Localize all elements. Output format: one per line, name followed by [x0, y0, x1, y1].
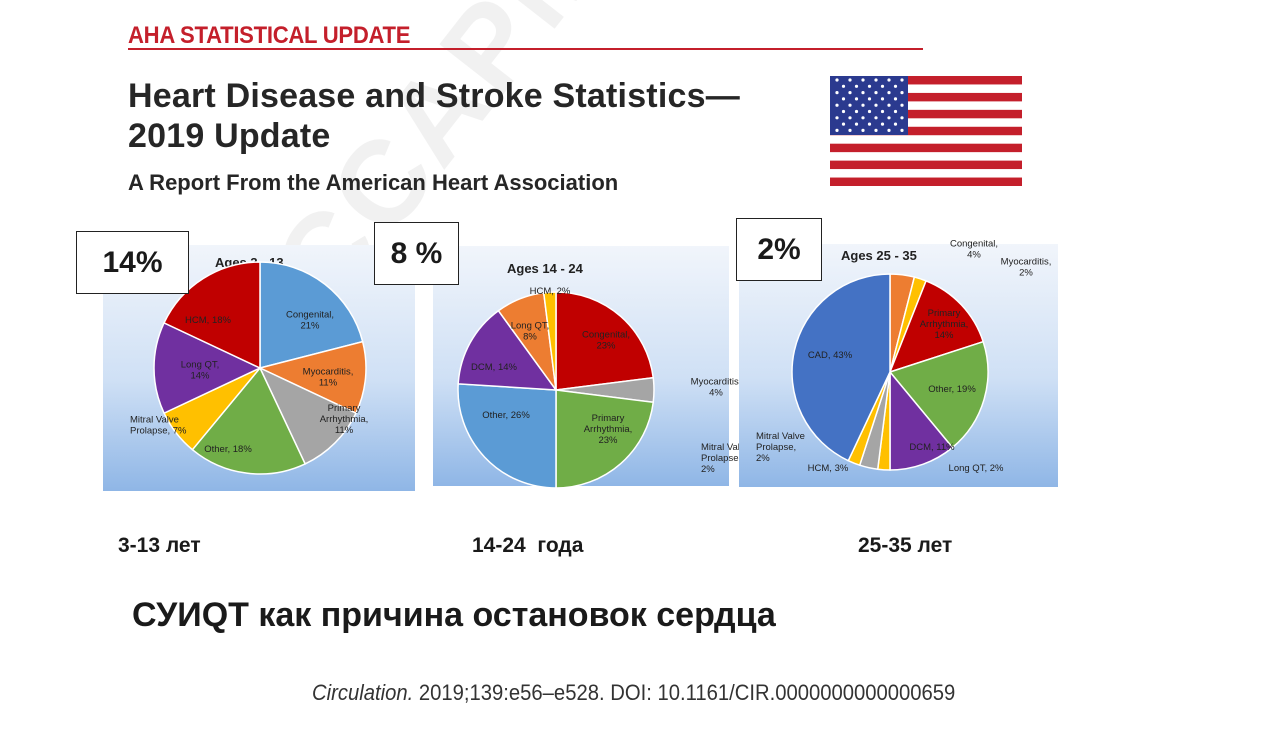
slice-label: Myocarditis, 11%: [303, 367, 354, 389]
slice-label: HCM, 3%: [808, 463, 849, 474]
slice-label: Congenital, 21%: [286, 310, 334, 332]
slice-label: DCM, 11%: [909, 442, 955, 453]
report-type-header: AHA STATISTICAL UPDATE: [128, 22, 411, 49]
slice-label: Primary Arrhythmia, 14%: [920, 308, 969, 341]
slice-label: Congenital, 4%: [950, 239, 998, 261]
title-line-1: Heart Disease and Stroke Statistics—: [128, 77, 740, 115]
pie-slice: [191, 366, 307, 475]
title-line-2: 2019 Update: [128, 117, 331, 155]
slide-main-text: СУИQT как причина остановок сердца: [132, 596, 776, 634]
slice-label: CAD, 43%: [808, 350, 853, 361]
caption-ages-3-13: 3-13 лет: [118, 534, 201, 557]
pie-slice: [555, 291, 655, 391]
us-flag-icon: [830, 76, 1022, 186]
slice-label: Mitral Valve Prolapse, 2%: [756, 431, 805, 464]
report-title: Heart Disease and Stroke Statistics— 201…: [128, 76, 740, 156]
pie-slice: [153, 321, 262, 415]
slice-label: HCM, 18%: [185, 315, 231, 326]
pie-slice: [889, 369, 954, 471]
badge-ages-25-35: 2%: [736, 218, 822, 281]
pie-slice: [555, 389, 655, 489]
slice-label: Long QT, 2%: [949, 463, 1004, 474]
slice-label: HCM, 2%: [530, 286, 571, 297]
badge-ages-3-13: 14%: [76, 231, 189, 294]
pie-slice: [457, 309, 558, 391]
slice-label: Other, 18%: [204, 444, 252, 455]
extra-slice-label: Mitral Valve Prolapse, 2%: [701, 442, 750, 475]
caption-ages-25-35: 25-35 лет: [858, 534, 953, 557]
chart-title: Ages 25 - 35: [841, 248, 917, 263]
pie-svg: Ages 14 - 24 Congenital, 23% Myocarditis, 4%…: [457, 261, 750, 489]
badge-ages-14-24: 8 %: [374, 222, 459, 285]
pie-slice: [791, 273, 891, 462]
citation: Circulation. 2019;139:e56–e528. DOI: 10.…: [312, 680, 955, 706]
pie-slice: [257, 340, 367, 415]
pie-slice: [542, 291, 557, 391]
header-rule: [128, 48, 923, 50]
report-subtitle: A Report From the American Heart Associa…: [128, 170, 619, 195]
pie-slice: [259, 261, 364, 369]
pie-slice: [163, 261, 261, 370]
slice-label: Other, 19%: [928, 384, 976, 395]
pie-slice: [888, 340, 989, 449]
slice-label: DCM, 14%: [471, 362, 517, 373]
pie-svg: Ages 25 - 35 Congenital, 4%Myocarditis, 2% P…: [756, 239, 1052, 475]
pie-chart-ages-14-24: Ages 14 - 24 Congenital, 23% Myocarditis, 4%…: [433, 246, 750, 489]
pie-svg: Ages 3 - 13Congenital,21%Myocarditis,11%…: [130, 255, 369, 475]
caption-ages-14-24: 14-24 года: [472, 534, 584, 557]
slice-label: Myocarditis, 4%: [691, 377, 742, 399]
pie-chart-ages-25-35: Ages 25 - 35 Congenital, 4% Myocarditis, 2% P…: [739, 239, 1058, 487]
slice-label: Long QT, 8%: [511, 321, 550, 343]
slice-label: Myocarditis, 2%: [1001, 257, 1052, 279]
pie-slice: [258, 366, 357, 465]
slice-label: Mitral Valve Prolapse, 7%: [130, 415, 187, 437]
slice-label: Primary Arrhythmia, 23%: [584, 413, 633, 446]
slice-label: Congenital, 23%: [582, 330, 630, 352]
slice-label: Primary Arrhythmia, 11%: [320, 403, 369, 436]
chart-title: Ages 14 - 24: [507, 261, 584, 276]
citation-details: 2019;139:e56–e528. DOI: 10.1161/CIR.0000…: [413, 680, 956, 705]
pie-slice: [457, 383, 557, 489]
citation-journal: Circulation.: [312, 680, 414, 705]
slice-label: Long QT, 14%: [181, 360, 220, 382]
slice-label: Other, 26%: [482, 410, 530, 421]
